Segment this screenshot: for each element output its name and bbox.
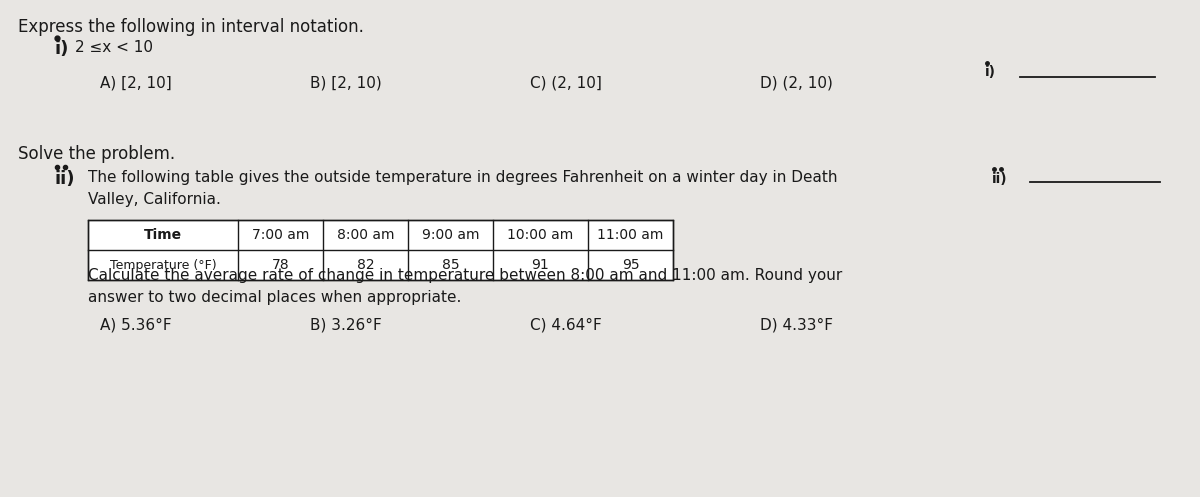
Text: C) (2, 10]: C) (2, 10] [530, 75, 602, 90]
Text: The following table gives the outside temperature in degrees Fahrenheit on a win: The following table gives the outside te… [88, 170, 838, 185]
Text: ii): ii) [55, 170, 76, 188]
Text: 82: 82 [356, 258, 374, 272]
Text: 9:00 am: 9:00 am [421, 228, 479, 242]
Text: A) [2, 10]: A) [2, 10] [100, 75, 172, 90]
Text: B) 3.26°F: B) 3.26°F [310, 318, 382, 333]
Text: 78: 78 [271, 258, 289, 272]
Text: 91: 91 [532, 258, 550, 272]
Text: 8:00 am: 8:00 am [337, 228, 395, 242]
Text: ii): ii) [992, 172, 1008, 186]
Text: 11:00 am: 11:00 am [598, 228, 664, 242]
Bar [88, 220, 673, 280]
Text: 2 ≤x < 10: 2 ≤x < 10 [74, 40, 154, 55]
Text: 85: 85 [442, 258, 460, 272]
Text: Solve the problem.: Solve the problem. [18, 145, 175, 163]
Text: 7:00 am: 7:00 am [252, 228, 310, 242]
Text: i): i) [55, 40, 70, 58]
Text: Temperature (°F): Temperature (°F) [109, 258, 216, 271]
Text: A) 5.36°F: A) 5.36°F [100, 318, 172, 333]
Text: Valley, California.: Valley, California. [88, 192, 221, 207]
Text: D) (2, 10): D) (2, 10) [760, 75, 833, 90]
Text: i): i) [985, 65, 996, 79]
Text: Calculate the average rate of change in temperature between 8:00 am and 11:00 am: Calculate the average rate of change in … [88, 268, 842, 283]
Text: 10:00 am: 10:00 am [508, 228, 574, 242]
Text: D) 4.33°F: D) 4.33°F [760, 318, 833, 333]
Text: answer to two decimal places when appropriate.: answer to two decimal places when approp… [88, 290, 461, 305]
Text: Express the following in interval notation.: Express the following in interval notati… [18, 18, 364, 36]
Text: 95: 95 [622, 258, 640, 272]
Text: B) [2, 10): B) [2, 10) [310, 75, 382, 90]
Text: Time: Time [144, 228, 182, 242]
Text: C) 4.64°F: C) 4.64°F [530, 318, 601, 333]
